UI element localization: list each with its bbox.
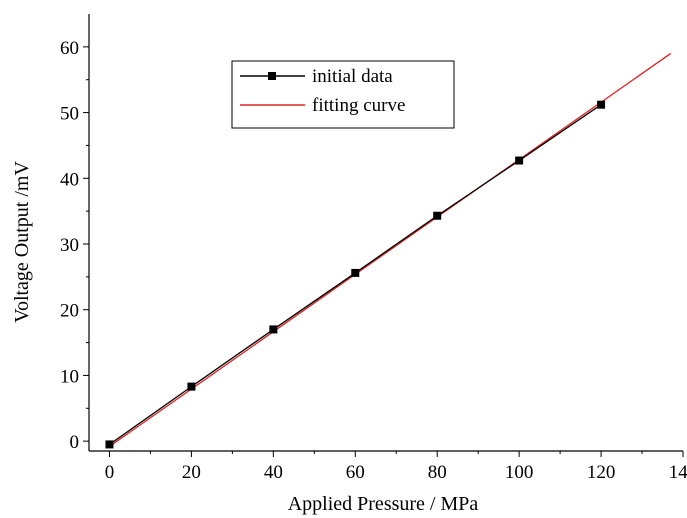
initial-data-point <box>269 325 278 334</box>
legend-fitting-curve-label: fitting curve <box>312 95 405 116</box>
y-tick-label: 0 <box>70 432 80 453</box>
y-axis-label: Voltage Output /mV <box>11 161 33 323</box>
initial-data-point <box>597 100 606 109</box>
initial-data-point <box>515 156 524 165</box>
initial-data-point <box>433 211 442 220</box>
legend-initial-data-marker <box>268 72 276 80</box>
y-tick-label: 10 <box>60 366 79 387</box>
fitting-curve-line <box>109 52 672 447</box>
x-tick-label: 40 <box>264 462 283 483</box>
axes <box>88 14 683 452</box>
series-layer <box>105 52 672 449</box>
x-tick-label: 0 <box>105 462 115 483</box>
y-tick-label: 20 <box>60 301 79 322</box>
y-ticks: 0 10 20 30 40 50 60 <box>60 38 89 453</box>
x-tick-label: 120 <box>587 462 616 483</box>
x-axis-label: Applied Pressure / MPa <box>288 493 479 515</box>
legend: initial data fitting curve <box>231 60 455 129</box>
x-tick-label: 140 <box>669 462 687 483</box>
initial-data-point <box>105 440 114 449</box>
initial-data-point <box>187 382 196 391</box>
y-tick-label: 60 <box>60 38 79 59</box>
x-tick-label: 100 <box>505 462 534 483</box>
y-tick-label: 50 <box>60 104 79 125</box>
x-tick-label: 20 <box>182 462 201 483</box>
x-tick-label: 80 <box>428 462 447 483</box>
x-ticks: 0 20 40 60 80 100 120 140 <box>105 451 687 483</box>
legend-initial-data-label: initial data <box>312 66 393 87</box>
initial-data-point <box>351 268 360 277</box>
y-tick-label: 30 <box>60 235 79 256</box>
y-tick-label: 40 <box>60 169 79 190</box>
x-tick-label: 60 <box>346 462 365 483</box>
